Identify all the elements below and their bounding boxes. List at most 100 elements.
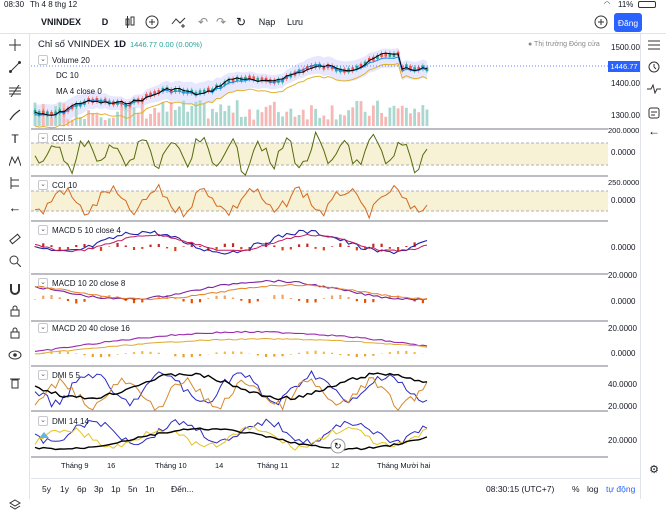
pattern-icon[interactable]	[6, 154, 24, 168]
replay-button[interactable]: Nạp	[256, 14, 278, 30]
interval-button[interactable]: D	[98, 14, 112, 30]
timeframe-5y[interactable]: 5y	[42, 484, 51, 494]
reset-icon: ↻	[334, 441, 342, 451]
volume-bar	[232, 113, 235, 126]
timeframe-1m[interactable]: 1p	[111, 484, 120, 494]
add-indicator-icon[interactable]	[144, 14, 160, 30]
pane-label-text: MACD 20 40 close 16	[52, 324, 130, 333]
prediction-icon[interactable]	[6, 176, 24, 190]
symbol-search-button[interactable]: VNINDEX	[36, 14, 86, 30]
save-button[interactable]: Lưu	[284, 14, 306, 30]
collapse-icon[interactable]: ⌄	[38, 225, 48, 235]
trend-line-icon[interactable]	[6, 60, 24, 74]
volume-bar	[339, 114, 342, 126]
volume-bar	[289, 109, 292, 126]
scale-tick: 20.0000	[608, 324, 637, 333]
collapse-arrow-icon[interactable]: ←	[645, 124, 663, 138]
timeframe-3m[interactable]: 3p	[94, 484, 103, 494]
auto-scale-button[interactable]: tự động	[606, 484, 635, 494]
alert-icon[interactable]	[645, 60, 663, 74]
arrow-left-icon[interactable]: ←	[6, 200, 24, 214]
collapse-icon[interactable]: ⌄	[38, 55, 48, 65]
collapse-icon[interactable]: ⌄	[38, 416, 48, 426]
indicators-icon[interactable]	[170, 14, 188, 30]
brush-icon[interactable]	[6, 108, 24, 122]
reload-icon[interactable]: ↻	[234, 14, 248, 30]
timeframe-1y[interactable]: 1y	[60, 484, 69, 494]
percent-scale-button[interactable]: %	[572, 484, 580, 494]
pane-label-macd3[interactable]: ⌄ MACD 20 40 close 16	[38, 323, 130, 333]
pane-label-dmi2[interactable]: ⌄DMI 14 14	[38, 416, 89, 426]
histogram-bar	[215, 296, 217, 299]
histogram-bar	[158, 244, 160, 247]
pane-label-cci10[interactable]: ⌄CCI 10	[38, 180, 77, 190]
fib-icon[interactable]	[6, 84, 24, 98]
chart-canvas[interactable]: ↻	[31, 34, 608, 478]
collapse-icon[interactable]: ⌄	[38, 278, 48, 288]
collapse-icon[interactable]: ⌄	[38, 370, 48, 380]
histogram-bar	[248, 299, 250, 303]
histogram-bar	[240, 352, 242, 354]
add-icon[interactable]	[592, 14, 610, 30]
histogram-bar	[174, 247, 176, 251]
log-scale-button[interactable]: log	[587, 484, 598, 494]
histogram-bar	[348, 297, 350, 299]
watchlist-icon[interactable]	[645, 38, 663, 52]
pulse-icon[interactable]	[645, 82, 663, 96]
volume-bar	[149, 114, 152, 126]
collapse-icon[interactable]: ⌄	[38, 180, 48, 190]
histogram-bar	[166, 247, 168, 248]
histogram-bar	[125, 246, 127, 248]
histogram-bar	[265, 354, 267, 357]
top-toolbar: VNINDEX D ↶ ↷ ↻ Nạp Lưu Đăng	[0, 10, 666, 34]
indicator-dc[interactable]: DC 10	[56, 71, 79, 80]
lock-drawing-icon[interactable]	[6, 304, 24, 318]
zoom-icon[interactable]	[6, 254, 24, 268]
price-scale[interactable]: 1500.00 1446.77 1400.00 1300.00 200.0000…	[608, 34, 640, 478]
layers-icon[interactable]	[6, 498, 24, 512]
status-bar: 08:30 Th 4 8 thg 12 ◠ 11%	[0, 0, 666, 10]
histogram-bar	[381, 244, 383, 247]
settings-gear-icon[interactable]: ⚙	[645, 462, 663, 476]
pane-label-dmi1[interactable]: ⌄DMI 5 5	[38, 370, 80, 380]
collapse-icon[interactable]: ⌄	[38, 323, 48, 333]
clock[interactable]: 08:30:15 (UTC+7)	[486, 484, 554, 494]
pane-label-cci5[interactable]: ⌄CCI 5	[38, 133, 72, 143]
time-axis[interactable]: Tháng 9 16 Tháng 10 14 Tháng 11 12 Tháng…	[31, 461, 608, 475]
timeframe-5d[interactable]: 5n	[128, 484, 137, 494]
indicator-ma[interactable]: MA 4 close 0	[56, 87, 102, 96]
volume-bar	[228, 106, 231, 126]
volume-bar	[388, 108, 391, 126]
publish-button[interactable]: Đăng	[614, 13, 642, 32]
eye-icon[interactable]	[6, 348, 24, 362]
histogram-bar	[215, 247, 217, 250]
ideas-icon[interactable]	[645, 106, 663, 120]
pane-label-macd2[interactable]: ⌄MACD 10 20 close 8	[38, 278, 125, 288]
volume-bar	[273, 102, 276, 126]
undo-icon[interactable]: ↶	[196, 14, 210, 30]
timeframe-6m[interactable]: 6p	[77, 484, 86, 494]
histogram-bar	[133, 352, 135, 354]
magnet-icon[interactable]	[6, 282, 24, 296]
histogram-bar	[331, 246, 333, 247]
pane-label-macd1[interactable]: ⌄MACD 5 10 close 4	[38, 225, 121, 235]
timeframe-1d[interactable]: 1n	[145, 484, 154, 494]
time-tick: Tháng 9	[61, 461, 89, 470]
redo-icon[interactable]: ↷	[214, 14, 228, 30]
crosshair-icon[interactable]	[6, 38, 24, 52]
lock-icon[interactable]	[6, 326, 24, 340]
indicator-volume[interactable]: ⌄Volume 20	[38, 55, 90, 65]
chart-legend: Chỉ số VNINDEX 1D 1446.77 0.00 (0.00%)	[38, 39, 202, 50]
scale-tick: 0.0000	[611, 349, 635, 358]
collapse-icon[interactable]: ⌄	[38, 133, 48, 143]
time-tick: 16	[107, 461, 115, 470]
volume-bar	[116, 112, 119, 126]
histogram-bar	[59, 297, 61, 299]
text-icon[interactable]: T	[6, 132, 24, 146]
trash-icon[interactable]	[6, 376, 24, 390]
goto-date-button[interactable]: Đến...	[171, 484, 194, 494]
histogram-bar	[232, 298, 234, 300]
volume-bar	[397, 108, 400, 126]
ruler-icon[interactable]	[6, 232, 24, 246]
candles-icon[interactable]	[122, 14, 138, 30]
